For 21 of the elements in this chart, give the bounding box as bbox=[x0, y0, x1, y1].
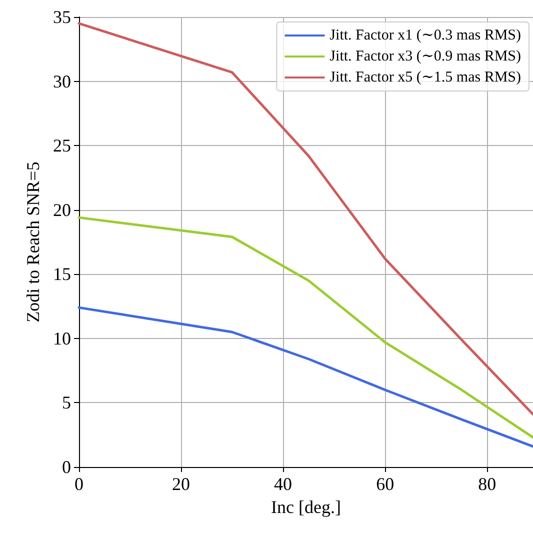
y-tick-label: 10 bbox=[53, 328, 71, 348]
x-tick-label: 0 bbox=[74, 474, 84, 494]
y-axis-title: Zodi to Reach SNR=5 bbox=[23, 162, 44, 322]
x-tick-label: 60 bbox=[376, 474, 394, 494]
y-tick-label: 20 bbox=[53, 200, 71, 220]
y-tick-label: 35 bbox=[53, 7, 71, 27]
legend-label: Jitt. Factor x1 (∼0.3 mas RMS) bbox=[330, 28, 522, 44]
line-series bbox=[78, 22, 533, 416]
line-series bbox=[78, 216, 533, 439]
legend-label: Jitt. Factor x5 (∼1.5 mas RMS) bbox=[330, 70, 522, 86]
legend-label: Jitt. Factor x3 (∼0.9 mas RMS) bbox=[330, 48, 522, 64]
x-tick-label: 80 bbox=[478, 474, 496, 494]
x-axis-title: Inc [deg.] bbox=[271, 496, 341, 517]
y-tick-label: 25 bbox=[53, 136, 71, 156]
y-tick-label: 15 bbox=[53, 264, 71, 284]
x-tick-label: 20 bbox=[172, 474, 190, 494]
x-tick-label: 40 bbox=[274, 474, 292, 494]
y-tick-label: 5 bbox=[62, 392, 71, 413]
y-tick-label: 30 bbox=[53, 71, 71, 92]
y-tick-label: 0 bbox=[62, 457, 71, 477]
line-series bbox=[78, 306, 533, 448]
